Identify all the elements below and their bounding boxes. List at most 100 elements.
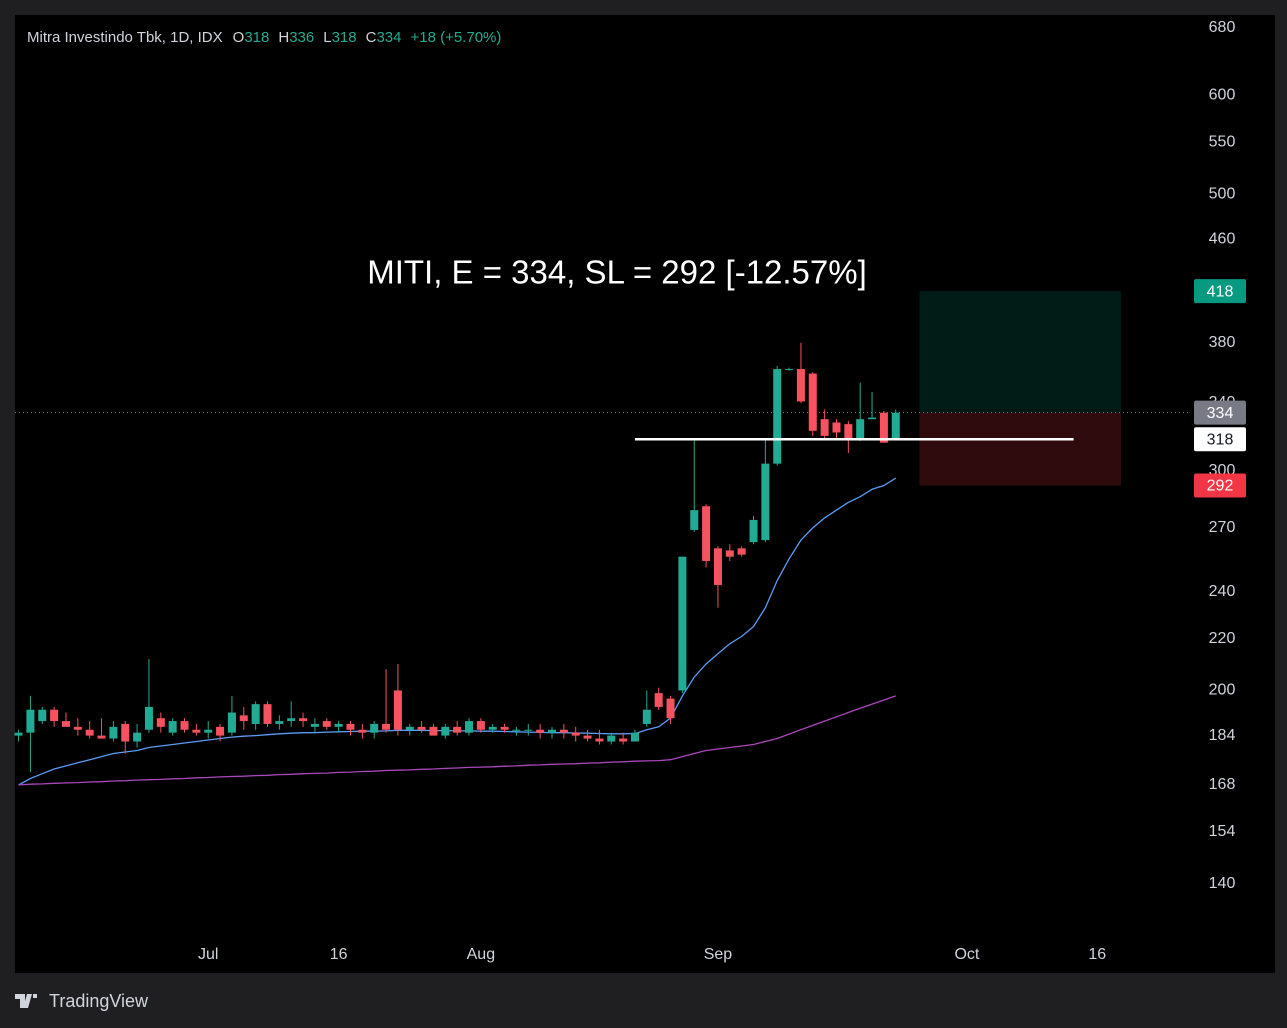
y-tick-label: 240 [1209,583,1236,600]
candle-body [14,732,23,736]
candle-body [109,726,118,739]
candle-body [144,706,153,730]
moving-average [18,695,897,786]
candle-body [441,726,450,736]
candle-body [500,726,509,730]
candle-body [370,723,379,733]
candle-body [168,721,177,733]
candle-body [156,718,165,727]
candle-body [891,412,900,440]
candle-body [275,721,284,724]
candle-body [808,373,817,431]
candle-body [547,729,556,733]
candle-body [844,424,853,440]
candle-body [216,726,225,736]
candle-body [737,548,746,555]
y-tick-label: 140 [1209,875,1236,892]
candle-body [393,690,402,730]
symbol: Mitra Investindo Tbk, 1D, IDX [27,29,223,46]
x-tick-label: Aug [467,946,495,963]
candle-body [299,718,308,722]
candle-body [465,721,474,733]
y-tick-label: 220 [1209,630,1236,647]
candle-body [263,704,272,724]
candle-body [678,556,687,691]
candle-body [607,735,616,742]
layer: 6806005505004603803403002702402202001841… [14,19,1246,963]
field-value: 318 [244,29,269,46]
field-value: 336 [289,29,314,46]
field-label: O [233,29,245,46]
level-price-label: 318 [1207,431,1234,448]
candle-body [382,723,391,730]
y-tick-label: 680 [1209,19,1236,36]
y-tick-label: 168 [1209,776,1236,793]
y-tick-label: 550 [1209,134,1236,151]
y-tick-label: 200 [1209,682,1236,699]
candle-body [453,726,462,733]
candle-body [654,693,663,707]
plot-panel [15,15,1275,973]
y-tick-label: 460 [1209,231,1236,248]
target-zone [919,291,1121,413]
header: Mitra Investindo Tbk, 1D, IDX O318 H336 L31… [27,29,501,46]
candle-body [334,723,343,727]
candle-body [820,419,829,436]
target-price-label-box [1194,279,1246,304]
candle-body [192,729,201,733]
candle-body [832,422,841,433]
candle-body [85,729,94,736]
annotation: MITI, E = 334, SL = 292 [-12.57%] [367,254,867,291]
candle-body [630,732,639,742]
x-tick-label: Jul [198,946,218,963]
candle-body [773,369,782,464]
candle-body [180,721,189,730]
x-tick-label: Sep [704,946,733,963]
candle-body [429,726,438,736]
candle-body [97,735,106,739]
field-label: L [323,29,331,46]
candle-body [73,726,82,730]
candle-body [536,729,545,733]
candle-body [713,548,722,585]
candle-body [619,738,628,742]
candle-body [642,709,651,724]
candle-body [559,729,568,733]
stop-zone [919,412,1121,486]
candle-body [749,519,758,543]
x-tick-label: Oct [954,946,979,963]
stop-price-label-box [1194,473,1246,498]
candle-body [476,721,485,730]
candle-body [227,712,236,733]
candle-body [666,698,675,719]
candle-body [287,718,296,722]
candle-body [251,704,260,724]
candle-body [524,729,533,731]
candle-body [761,463,770,541]
candle-body [690,510,699,530]
candle-body [785,369,794,371]
field-label: H [278,29,289,46]
x-tick-label: 16 [330,946,348,963]
field-value: 334 [376,29,401,46]
candle-body [725,550,734,557]
brand-logo [15,994,37,1008]
y-tick-label: 380 [1209,334,1236,351]
level-price-label-box [1194,427,1246,452]
candle-body [571,732,580,736]
y-tick-label: 154 [1209,823,1236,840]
candle-body [796,369,805,402]
candle-body [879,412,888,443]
y-tick-label: 270 [1209,519,1236,536]
candle-body [61,721,70,727]
candle-body [595,738,604,742]
last-price-label: 334 [1207,405,1234,422]
y-tick-label: 600 [1209,87,1236,104]
candle-body [583,735,592,739]
candle-body [358,729,367,733]
candle-body [239,715,248,722]
candle-body [856,419,865,440]
stop-price-label: 292 [1207,478,1234,495]
candle-body [133,732,142,742]
